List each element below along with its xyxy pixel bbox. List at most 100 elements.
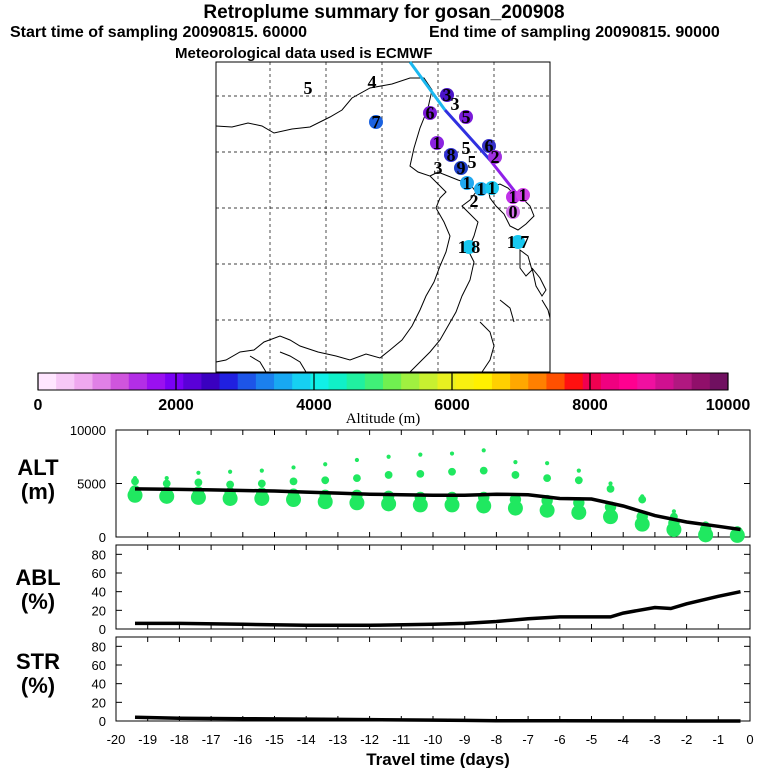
y-tick-label: 80 [92,547,106,562]
altitude-dot [194,478,203,487]
map-day-label: 3 [451,94,460,114]
colorbar-swatch [364,373,384,390]
x-tick-label: -7 [522,732,534,747]
colorbar-swatch [455,373,475,390]
x-tick-label: -1 [713,732,725,747]
map-plume-dot [488,150,502,164]
colorbar-swatch [655,373,675,390]
x-tick-label: -14 [297,732,316,747]
y-tick-label: 10000 [70,423,106,438]
altitude-dot [574,476,583,485]
abl-label-name: ABL [15,565,61,590]
colorbar-swatch [419,373,438,390]
altitude-dot [384,471,393,479]
colorbar-swatch [237,373,257,390]
map-gridlines [216,62,550,372]
y-tick-label: 20 [92,695,106,710]
altitude-dot [226,480,235,489]
altitude-dot [289,477,298,486]
panel-frame [115,429,751,538]
altitude-dot [507,500,523,516]
map-day-label: 2 [470,191,479,211]
colorbar-tick-label: 2000 [158,397,194,414]
map-plume-dot [482,139,496,153]
altitude-dot [603,509,619,525]
map-plume-dot [516,188,530,202]
altitude-dot [321,476,330,485]
y-tick-label: 40 [92,585,106,600]
map-day-label: 0 [509,202,518,222]
colorbar-tick-label: 10000 [706,397,751,414]
map-day-label: 9 [457,158,466,178]
altitude-dot [509,493,522,506]
x-axis-label: Travel time (days) [366,750,510,768]
map-plume-dot [460,176,474,190]
map-day-label: 1 7 [507,232,530,252]
x-tick-label: -9 [459,732,471,747]
altitude-dot [606,484,615,493]
altitude-dot [259,468,264,473]
altitude-dot [513,460,518,465]
map-day-label: 1 [488,178,497,198]
altitude-dot [545,461,550,466]
colorbar-swatch [201,373,221,390]
alt-series-line [134,487,741,532]
y-tick-label: 60 [92,658,106,673]
altitude-dot [511,471,520,479]
colorbar-swatch [600,373,620,390]
colorbar-swatch [165,373,184,390]
panel-abl: 0 20 40 60 80 [92,544,751,637]
end-time-label: End time of sampling 20090815. 90000 [429,24,720,41]
altitude-dot [291,465,296,470]
altitude-colorbar: 0 2000 4000 6000 8000 10000 Altitude (m) [34,372,751,427]
colorbar-swatch [38,373,57,390]
map-plume-dot [459,110,473,124]
colorbar-swatch [491,373,511,390]
colorbar-label: Altitude (m) [346,411,421,427]
colorbar-swatch [564,373,584,390]
map-plume-dot [454,161,468,175]
map-day-label: 2 [491,147,500,167]
x-tick-label: -16 [233,732,252,747]
colorbar-swatch [183,373,202,390]
map-day-label: 8 [447,145,456,165]
x-tick-label: -17 [202,732,221,747]
colorbar-swatch [673,373,693,390]
x-tick-label: -3 [649,732,661,747]
colorbar-swatch [546,373,566,390]
y-tick-label: 5000 [77,477,106,492]
altitude-dot [164,476,169,481]
panel-alt: 0 5000 10000 [70,423,751,545]
colorbar-swatch [328,373,348,390]
altitude-dot [539,502,555,518]
y-tick-label: 0 [99,530,106,545]
map-day-label: 3 [434,158,443,178]
x-tick-label: -8 [491,732,503,747]
map-day-label: 5 [462,107,471,127]
colorbar-swatch [128,373,148,390]
colorbar-swatch [691,373,711,390]
map-day-label: 4 [368,72,377,92]
altitude-dot [257,479,266,488]
str-label-name: STR [16,649,60,674]
colorbar-swatch [310,373,330,390]
colorbar-tick-label: 4000 [296,397,332,414]
map-day-label: 1 [463,173,472,193]
trajectory-early [408,61,447,111]
altitude-dot [449,451,455,456]
colorbar-swatch [709,373,729,390]
met-data-label: Meteorological data used is ECMWF [175,45,433,62]
colorbar-tick-label: 6000 [434,397,470,414]
str-series-line [134,715,741,723]
altitude-dot [131,477,139,486]
map-day-label: 1 8 [458,237,481,257]
colorbar-swatch [582,373,602,390]
alt-label-name: ALT [17,455,59,480]
colorbar-swatch [255,373,275,390]
str-panel-label: STR (%) [8,650,68,698]
trajectory-mid [443,108,492,162]
altitude-dot [481,448,486,453]
